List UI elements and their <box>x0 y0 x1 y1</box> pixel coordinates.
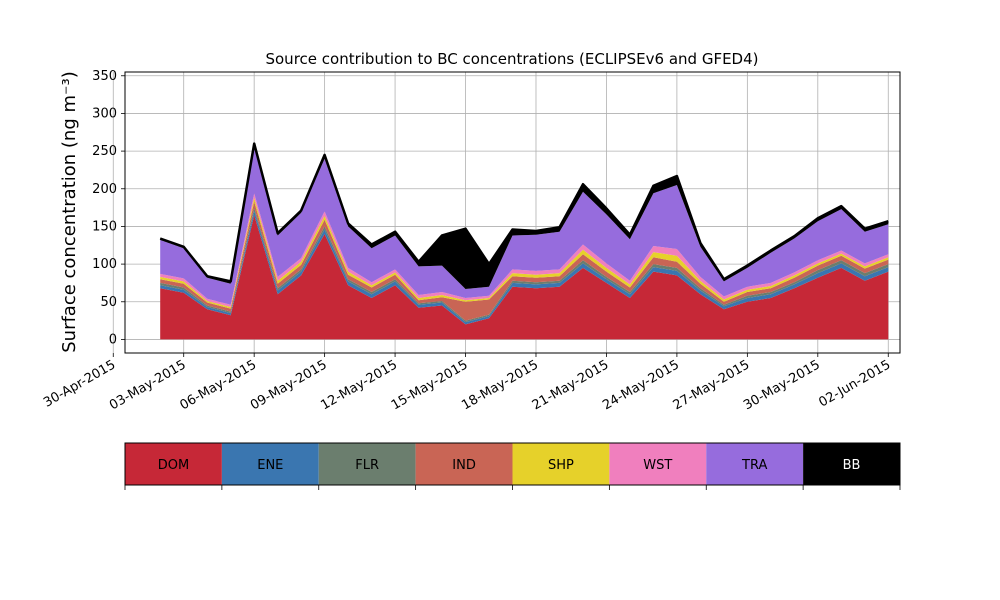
area-shp <box>160 197 889 309</box>
legend-label-shp: SHP <box>548 458 574 473</box>
legend-label-flr: FLR <box>355 458 379 473</box>
x-tick-label: 03-May-2015 <box>107 357 189 413</box>
area-ene <box>160 210 889 325</box>
x-tick-label: 09-May-2015 <box>248 357 330 413</box>
y-tick-label: 250 <box>92 144 117 159</box>
axes-frame <box>124 71 901 354</box>
y-tick-label: 150 <box>92 219 117 234</box>
area-ind <box>160 201 889 321</box>
x-tick-label: 18-May-2015 <box>459 357 541 413</box>
area-dom <box>160 215 889 340</box>
x-tick-label: 21-May-2015 <box>530 357 612 413</box>
legend-label-dom: DOM <box>158 458 189 473</box>
legend-swatch-bb <box>803 443 900 485</box>
x-tick-label: 30-May-2015 <box>741 357 823 413</box>
area-tra <box>160 146 889 305</box>
legend-swatch-ind <box>415 443 513 485</box>
chart-title: Source contribution to BC concentrations… <box>265 50 758 68</box>
legend-swatch-ene <box>221 443 319 485</box>
legend-label-bb: BB <box>843 458 861 473</box>
stacked-areas <box>159 142 889 340</box>
y-tick-label: 0 <box>109 332 117 347</box>
legend-swatch-flr <box>318 443 416 485</box>
y-tick-label: 100 <box>92 257 117 272</box>
legend-swatch-dom <box>125 443 222 485</box>
x-tick-label: 15-May-2015 <box>389 357 471 413</box>
x-tick-label: 27-May-2015 <box>671 357 753 413</box>
area-flr <box>160 207 889 323</box>
legend-swatch-shp <box>512 443 610 485</box>
x-tick-label: 24-May-2015 <box>600 357 682 413</box>
x-tick-label: 02-Jun-2015 <box>816 357 893 410</box>
y-tick-label: 200 <box>92 182 117 197</box>
total-line <box>159 142 889 283</box>
legend-swatch-wst <box>609 443 707 485</box>
area-wst <box>160 193 889 307</box>
y-tick-label: 350 <box>92 69 117 84</box>
legend-label-tra: TRA <box>741 458 767 473</box>
legend-label-ind: IND <box>452 458 476 473</box>
plot-border <box>124 71 901 354</box>
y-axis-label: Surface concentration (ng m⁻³) <box>59 71 80 353</box>
x-tick-label: 12-May-2015 <box>318 357 400 413</box>
legend-colorbar: DOM ENE FLR IND SHP WST TRA BB <box>124 442 901 490</box>
x-tick-label: 06-May-2015 <box>177 357 259 413</box>
x-tick-label: 30-Apr-2015 <box>41 357 118 410</box>
y-tick-label: 300 <box>92 106 117 121</box>
legend-label-wst: WST <box>643 458 672 473</box>
legend-swatch-tra <box>706 443 804 485</box>
y-tick-label: 50 <box>100 295 117 310</box>
legend-label-ene: ENE <box>257 458 283 473</box>
